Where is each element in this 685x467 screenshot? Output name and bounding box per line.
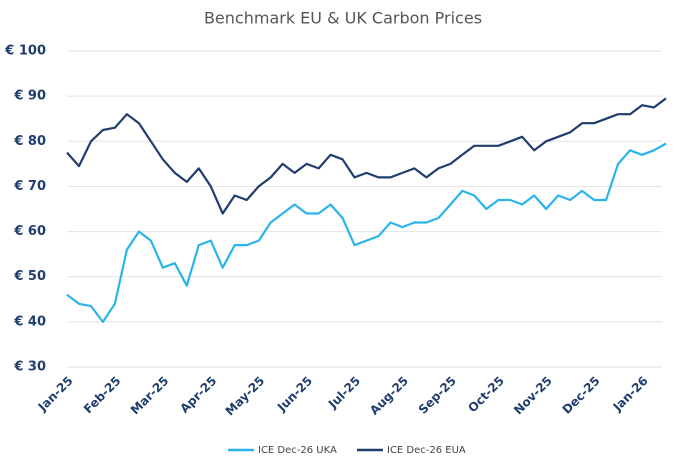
x-tick-label: Aug-25 [367,374,411,418]
y-tick-label: € 60 [13,224,46,239]
legend-label: ICE Dec-26 EUA [387,445,466,456]
y-tick-label: € 80 [13,134,46,149]
x-tick-label: Mar-25 [128,374,172,418]
x-tick-label: May-25 [223,374,268,419]
x-tick-label: Nov-25 [511,374,555,418]
legend-label: ICE Dec-26 UKA [258,445,337,456]
y-tick-label: € 40 [13,314,46,329]
x-tick-label: Dec-25 [560,374,603,417]
series-line [66,142,667,323]
y-tick-label: € 30 [13,360,46,375]
x-tick-label: Apr-25 [177,374,219,416]
chart-title: Benchmark EU & UK Carbon Prices [204,9,482,28]
x-tick-label: Jul-25 [325,374,363,412]
x-tick-label: Jan-26 [610,374,651,415]
x-tick-label: Jun-25 [274,374,315,415]
x-tick-label: Oct-25 [465,374,507,416]
y-tick-label: € 90 [13,89,46,104]
y-tick-label: € 100 [4,44,46,59]
series-line [66,97,667,215]
x-tick-label: Sep-25 [416,374,459,417]
y-tick-label: € 50 [13,269,46,284]
y-tick-label: € 70 [13,179,46,194]
x-tick-label: Feb-25 [81,374,124,417]
x-tick-label: Jan-25 [35,374,76,415]
